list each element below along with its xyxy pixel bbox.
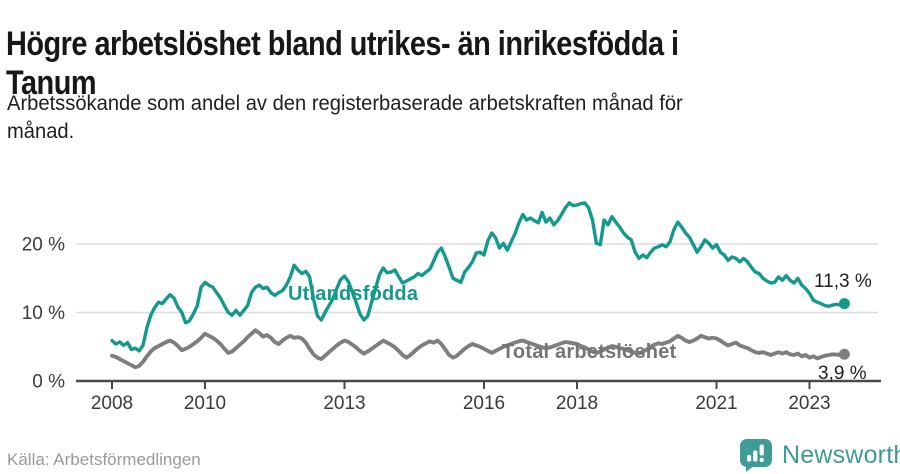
series-line-0 [110, 201, 847, 353]
title-line-2: Tanum [6, 63, 97, 102]
subtitle-line-1: Arbetssökande som andel av den registerb… [7, 92, 683, 115]
source-note: Källa: Arbetsförmedlingen [7, 450, 201, 469]
subtitle-line-2: månad. [7, 120, 75, 143]
y-tick-label: 20 % [22, 235, 65, 256]
series-end-dot-0 [838, 298, 850, 310]
series-label-total-arbetsloshet: Total arbetslöshet [502, 341, 677, 363]
x-tick-label: 2016 [463, 393, 505, 414]
x-tick-label: 2018 [556, 393, 598, 414]
x-tick-label: 2013 [323, 393, 365, 414]
x-tick-label: 2021 [695, 393, 737, 414]
y-tick-label: 0 % [32, 372, 65, 393]
x-tick-label: 2023 [788, 393, 830, 414]
end-value-label-utlandsfodda: 11,3 % [814, 271, 872, 292]
series-line-1 [110, 328, 847, 370]
brand-name: Newsworthy [782, 440, 900, 469]
bar-chart-speech-bubble-icon [740, 439, 772, 472]
x-tick-label: 2008 [91, 393, 133, 414]
brand-logo: Newsworthy [738, 438, 900, 472]
series-end-dot-1 [838, 348, 850, 360]
title-line-1: Högre arbetslöshet bland utrikes- än inr… [6, 24, 679, 63]
series-label-utlandsfodda: Utlandsfödda [288, 283, 419, 305]
end-value-label-total: 3,9 % [818, 363, 867, 384]
y-tick-label: 10 % [22, 303, 65, 324]
subtitle: Arbetssökande som andel av den registerb… [7, 90, 711, 146]
page-title: Högre arbetslöshet bland utrikes- än inr… [6, 25, 797, 103]
x-tick-label: 2010 [184, 393, 226, 414]
